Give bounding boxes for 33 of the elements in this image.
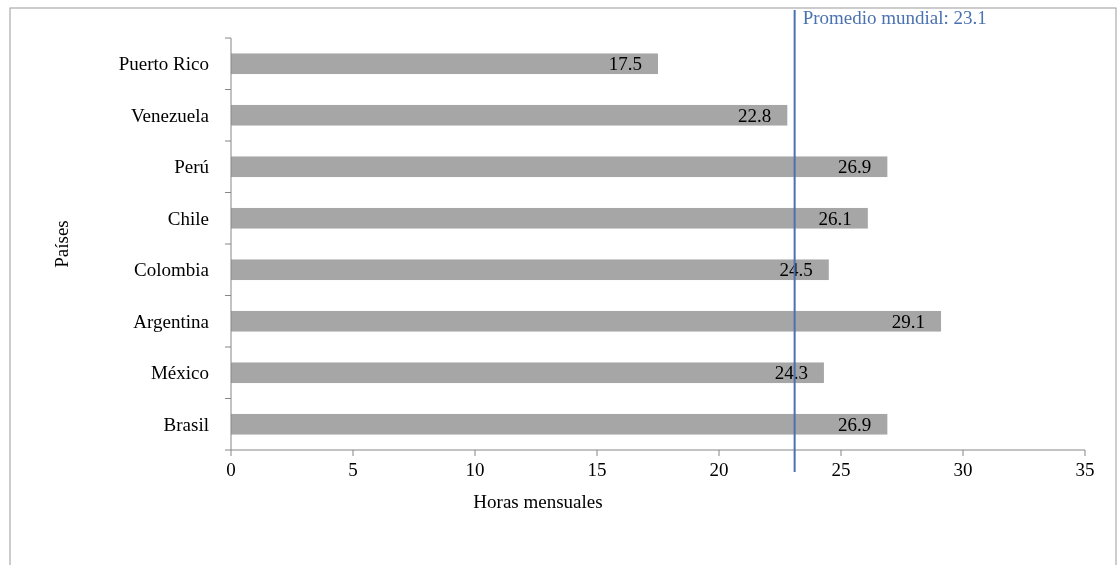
y-axis-title: Países	[51, 220, 72, 268]
bar	[231, 259, 829, 281]
bar	[231, 310, 942, 332]
bar	[231, 156, 888, 178]
x-tick-label: 0	[226, 459, 236, 480]
data-label: 29.1	[891, 310, 926, 332]
bar	[231, 413, 888, 435]
x-tick-label: 20	[709, 459, 729, 480]
x-tick-label: 15	[587, 459, 607, 480]
y-tick-label: Puerto Rico	[118, 53, 209, 75]
y-tick-label: Colombia	[134, 259, 210, 281]
x-tick-label: 30	[953, 459, 973, 480]
x-tick-label: 35	[1075, 459, 1095, 480]
bar	[231, 362, 824, 384]
ref-line-label: Promedio mundial: 23.1	[802, 7, 987, 28]
data-label: 17.5	[608, 53, 642, 75]
x-tick-label: 25	[831, 459, 851, 480]
y-tick-label: Argentina	[133, 310, 210, 332]
y-tick-label: Chile	[167, 207, 209, 229]
data-label: 26.9	[838, 156, 872, 178]
x-axis-title: Horas mensuales	[473, 491, 603, 512]
bar	[231, 207, 868, 229]
y-tick-label: Brasil	[163, 413, 209, 435]
bar	[231, 53, 658, 75]
y-tick-label: Venezuela	[130, 104, 210, 126]
data-label: 26.9	[838, 413, 872, 435]
x-tick-label: 10	[465, 459, 485, 480]
data-label: 26.1	[818, 207, 852, 229]
data-label: 22.8	[738, 104, 772, 126]
x-tick-label: 5	[348, 459, 358, 480]
bar	[231, 104, 788, 126]
y-tick-label: Perú	[174, 156, 210, 178]
y-tick-label: México	[150, 362, 209, 384]
